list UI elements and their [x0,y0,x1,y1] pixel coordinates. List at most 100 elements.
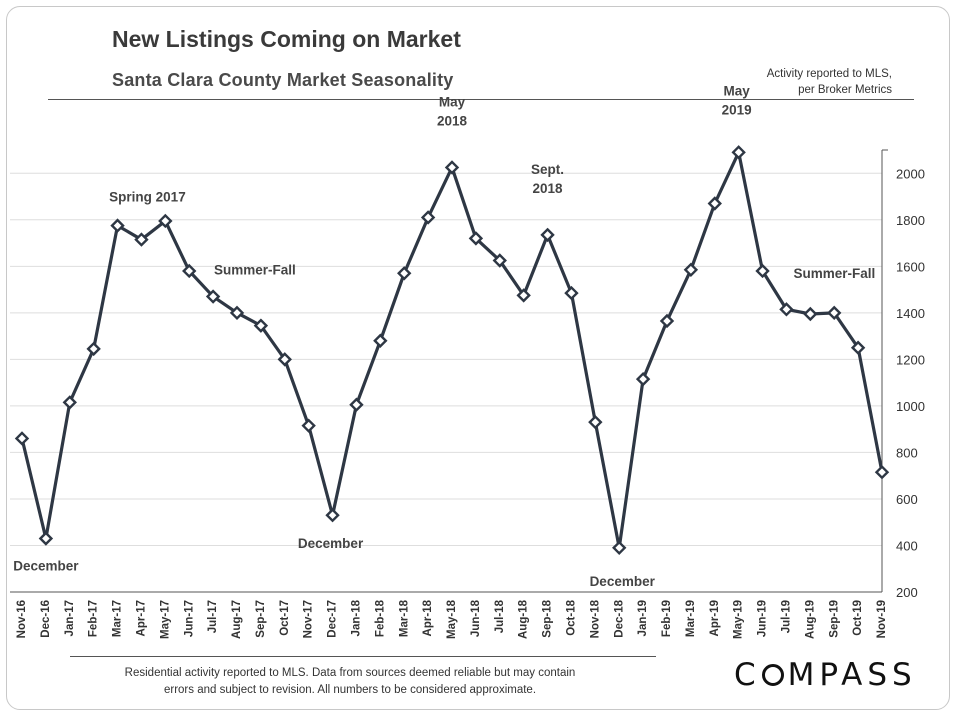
data-point-marker [420,210,436,225]
data-point-marker [205,289,221,304]
logo-o-ring [761,664,784,686]
y-tick-label: 1800 [896,213,925,228]
y-tick-label: 400 [896,538,918,553]
data-point-marker [325,508,340,523]
data-point-marker [62,395,77,410]
annotation-label: Summer-Fall [793,266,875,281]
data-point-marker [731,145,746,160]
disclaimer: Residential activity reported to MLS. Da… [90,665,610,699]
x-tick-label: Sep-18 [542,599,554,637]
data-point-marker [564,285,579,301]
x-tick-label: Aug-18 [518,599,530,639]
series-line [20,150,884,550]
x-tick-label: Oct-19 [852,600,864,636]
x-tick-label: Jun-19 [757,600,769,637]
data-point-marker [182,263,197,279]
x-tick-label: Nov-19 [876,600,888,638]
data-point-marker [301,418,316,433]
annotation-label: 2019 [722,102,752,117]
data-point-marker [110,218,125,233]
data-point-marker [277,352,292,367]
disclaimer-line: errors and subject to revision. All numb… [163,684,537,696]
x-tick-label: Feb-19 [661,600,673,637]
x-tick-label: Jan-17 [64,600,76,636]
header-divider [48,99,914,100]
x-tick-label: Sep-17 [255,600,267,638]
data-point-marker [14,431,30,446]
annotation-label: May [724,83,751,98]
annotation-label: Sept. [531,162,564,177]
x-tick-label: Jun-18 [470,599,482,637]
x-tick-label: Aug-19 [804,600,816,639]
x-tick-label: Oct-18 [565,599,577,635]
annotation-label: May [439,94,466,109]
data-point-marker [635,371,651,387]
data-point-marker [492,253,507,268]
data-point-marker [134,232,149,247]
annotation-label: December [13,558,79,573]
data-point-marker [683,262,699,278]
data-point-marker [158,213,173,229]
x-tick-label: Jul-17 [207,600,219,633]
y-tick-label: 2000 [896,166,925,181]
x-tick-label: Jan-19 [637,600,649,636]
chart-subtitle: Santa Clara County Market Seasonality [112,70,454,90]
annotation-label: December [590,574,656,589]
data-point-marker [588,414,603,430]
x-tick-label: Aug-17 [231,600,243,639]
x-tick-label: May-18 [446,599,458,639]
x-tick-label: Mar-19 [685,600,697,637]
data-point-marker [540,227,555,243]
annotation-label: 2018 [533,181,564,196]
x-tick-label: May-17 [159,600,171,639]
x-tick-label: Mar-18 [398,599,410,637]
x-tick-label: Dec-17 [327,600,339,638]
data-point-marker [612,540,627,555]
x-tick-label: Jun-17 [183,600,195,637]
x-tick-label: May-19 [733,600,745,639]
y-tick-label: 1000 [896,399,925,414]
data-point-marker [349,397,364,412]
x-tick-label: Mar-17 [112,600,124,637]
annotation-label: 2018 [437,113,468,128]
x-tick-label: Feb-18 [374,599,386,637]
x-tick-label: Sep-19 [828,600,840,638]
disclaimer-line: Residential activity reported to MLS. Da… [124,667,576,679]
x-tick-label: Apr-19 [709,600,721,636]
y-tick-label: 600 [896,492,918,507]
data-point-marker [397,266,412,281]
x-tick-label: Nov-16 [16,600,28,638]
data-point-marker [755,263,770,279]
source-note: Activity reported to MLS, per Broker Met… [720,66,892,98]
y-tick-label: 1200 [896,352,925,367]
data-point-marker [86,341,101,357]
x-tick-label: Jul-18 [494,599,506,633]
data-point-marker [229,305,245,321]
data-point-marker [827,305,842,321]
source-note-line: per Broker Metrics [798,84,892,96]
data-point-marker [803,306,818,322]
y-tick-label: 200 [896,585,918,600]
data-point-marker [659,313,675,329]
compass-logo: C MPASS [734,657,917,693]
logo-letters: MPASS [787,657,917,693]
data-point-marker [707,196,722,211]
y-tick-label: 1600 [896,259,925,274]
annotation-label: December [298,536,364,551]
logo-letters: C [734,657,761,693]
x-tick-label: Nov-18 [589,599,601,638]
data-point-marker [468,231,484,246]
chart-title: New Listings Coming on Market [112,26,461,52]
annotation-label: Summer-Fall [214,263,296,278]
data-point-marker [874,464,890,480]
y-tick-label: 800 [896,445,918,460]
x-tick-label: Oct-17 [279,600,291,636]
x-tick-label: Apr-17 [135,600,147,636]
source-note-line: Activity reported to MLS, [766,68,892,80]
data-point-marker [373,333,388,348]
x-tick-label: Nov-17 [303,600,315,638]
data-point-marker [253,318,269,333]
data-point-marker [516,288,531,303]
x-tick-label: Feb-17 [88,600,100,637]
